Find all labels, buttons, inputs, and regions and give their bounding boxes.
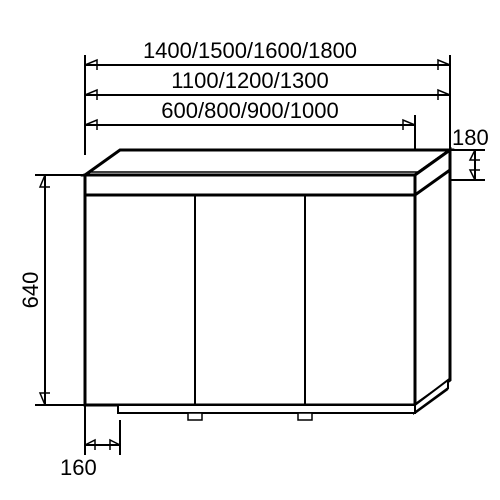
label-widths-top: 1400/1500/1600/1800 <box>143 38 357 63</box>
label-widths-mid: 1100/1200/1300 <box>171 68 328 93</box>
cabinet <box>85 150 450 420</box>
label-widths-bottom: 600/800/900/1000 <box>161 98 338 123</box>
label-depth: 180 <box>452 125 489 150</box>
label-height: 640 <box>18 272 43 309</box>
label-base: 160 <box>60 455 97 480</box>
dim-base <box>85 405 120 455</box>
